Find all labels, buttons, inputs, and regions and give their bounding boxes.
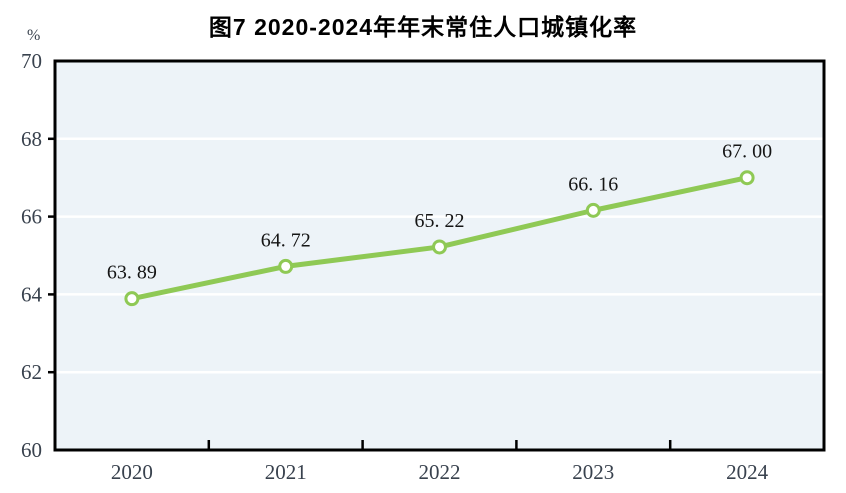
x-tick-label: 2022 [419,460,461,484]
y-axis-unit-label: % [27,27,41,44]
y-tick-label: 62 [21,360,42,384]
data-point-label: 64. 72 [261,229,311,251]
data-point-marker [432,239,447,255]
data-point-marker [585,202,601,218]
data-point-marker [124,291,140,307]
y-tick-label: 60 [21,438,42,462]
y-tick-label: 66 [21,205,42,229]
data-labels: 63. 89 64. 72 65. 22 66. 16 67. 00 [107,141,772,284]
x-axis-ticks: 2020 2021 2022 2023 2024 [111,440,769,484]
data-point-label: 63. 89 [107,262,157,284]
data-point-label: 65. 22 [415,210,465,232]
y-tick-label: 68 [21,127,42,151]
data-point-label: 67. 00 [722,141,772,163]
x-tick-label: 2023 [572,460,614,484]
chart-title: 图7 2020-2024年年末常住人口城镇化率 [208,14,638,40]
data-point-marker [739,170,755,186]
gridlines [56,137,823,374]
y-tick-label: 70 [21,49,42,73]
y-axis-ticks: 60 62 64 66 68 70 [21,49,56,462]
x-tick-label: 2021 [265,460,307,484]
x-tick-label: 2024 [726,460,769,484]
data-point-markers [124,170,755,307]
plot-area-background [55,61,824,450]
data-point-label: 66. 16 [568,173,618,195]
y-tick-label: 64 [21,282,43,306]
x-tick-label: 2020 [111,460,153,484]
plot-border [53,59,826,452]
data-point-marker [278,258,294,274]
